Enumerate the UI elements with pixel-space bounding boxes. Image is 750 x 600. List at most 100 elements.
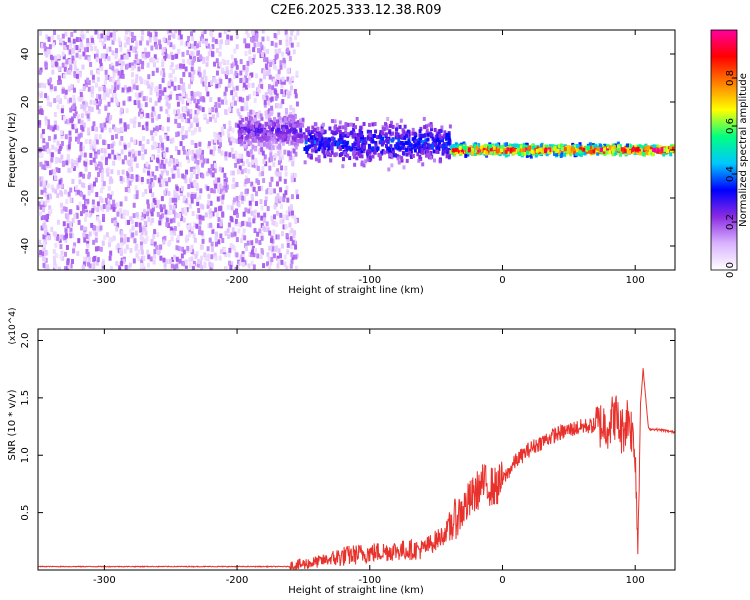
spectrogram-cell: [246, 240, 250, 246]
spectrogram-cell: [153, 30, 157, 33]
spectrogram-cell: [158, 135, 162, 141]
spectrogram-cell: [45, 52, 49, 58]
spectrogram-cell: [606, 144, 610, 149]
spectrogram-cell: [400, 156, 404, 161]
spectrogram-cell: [120, 54, 124, 60]
spectrogram-cell: [77, 238, 81, 244]
spectrogram-cell: [111, 65, 115, 71]
spectrogram-cell: [138, 59, 142, 65]
spectrogram-cell: [438, 128, 442, 133]
spectrogram-cell: [285, 210, 289, 216]
spectrogram-cell: [360, 133, 364, 138]
spectrogram-cell: [268, 182, 272, 188]
spectrogram-cell: [293, 142, 297, 147]
spectrogram-cell: [111, 135, 115, 141]
spectrogram-cell: [427, 123, 431, 128]
spectrogram-cell: [72, 113, 76, 119]
spectrogram-cell: [141, 125, 145, 131]
spectrogram-cell: [102, 95, 106, 101]
spectrogram-cell: [74, 136, 78, 142]
spectrogram-cell: [293, 137, 297, 142]
spectrogram-cell: [170, 62, 174, 68]
spectrogram-cell: [331, 142, 335, 147]
spectrogram-cell: [82, 183, 86, 189]
spectrogram-cell: [86, 43, 90, 49]
spectrogram-cell: [340, 137, 344, 142]
spectrogram-cell: [228, 137, 232, 143]
spectrogram-cell: [48, 235, 52, 241]
spectrogram-cell: [667, 148, 671, 153]
spectrogram-cell: [525, 150, 529, 155]
spectrogram-cell: [237, 221, 241, 227]
spectrogram-cell: [285, 125, 289, 130]
spectrogram-cell: [315, 137, 319, 142]
spectrogram-cell: [100, 53, 104, 59]
spectrogram-cell: [578, 149, 582, 154]
spectrogram-cell: [142, 225, 146, 231]
spectrogram-cell: [187, 127, 191, 133]
spectrogram-cell: [482, 147, 486, 152]
spectrogram-cell: [454, 145, 458, 150]
spectrogram-cell: [190, 50, 194, 56]
spectrogram-cell: [286, 90, 290, 96]
spectrogram-cell: [252, 252, 256, 258]
spectrogram-cell: [49, 54, 53, 60]
spectrogram-cell: [74, 111, 78, 117]
spectrogram-cell: [198, 141, 202, 147]
spectrogram-cell: [159, 163, 163, 169]
spectrogram-cell: [447, 131, 451, 136]
spectrogram-cell: [463, 146, 467, 151]
spectrogram-cell: [81, 64, 85, 70]
spectrogram-cell: [250, 210, 254, 216]
spectrogram-cell: [68, 97, 72, 103]
spectrogram-cell: [253, 163, 257, 169]
spectrogram-cell: [52, 137, 56, 143]
spectrogram-cell: [58, 145, 62, 151]
spectrogram-cell: [252, 264, 256, 270]
spectrogram-cell: [235, 212, 239, 218]
spectrogram-cell: [102, 92, 106, 98]
spectrogram-cell: [261, 150, 265, 156]
spectrogram-cell: [443, 149, 447, 154]
spectrogram-cell: [67, 144, 71, 150]
spectrogram-cell: [64, 228, 68, 234]
spectrogram-cell: [83, 231, 87, 237]
spectrogram-cell: [104, 35, 108, 41]
spectrogram-cell: [218, 82, 222, 88]
spectrogram-cell: [258, 88, 262, 94]
spectrogram-cell: [395, 127, 399, 132]
spectrogram-cell: [176, 101, 180, 107]
spectrogram-cell: [63, 266, 67, 270]
spectrogram-cell: [260, 248, 264, 254]
spectrogram-cell: [117, 127, 121, 133]
spectrogram-cell: [286, 237, 290, 243]
spectrogram-cell: [161, 213, 165, 219]
spectrogram-cell: [292, 111, 296, 117]
spectrogram-cell: [159, 214, 163, 220]
spectrogram-cell: [190, 229, 194, 235]
spectrogram-cell: [243, 181, 247, 187]
spectrogram-cell: [119, 73, 123, 79]
spectrogram-cell: [628, 150, 632, 155]
spectrogram-cell: [432, 149, 436, 154]
spectrogram-cell: [111, 218, 115, 224]
spectrogram-cell: [63, 189, 67, 195]
spectrogram-cell: [140, 215, 144, 221]
spectrogram-cell: [231, 170, 235, 176]
spectrogram-cell: [115, 260, 119, 266]
spectrogram-cell: [523, 152, 527, 157]
spectrogram-cell: [244, 207, 248, 213]
spectrogram-cell: [118, 140, 122, 146]
spectrogram-cell: [133, 116, 137, 122]
spectrogram-cell: [110, 169, 114, 175]
spectrogram-cell: [279, 139, 283, 144]
spectrogram-cell: [221, 130, 225, 136]
spectrogram-cell: [247, 134, 251, 139]
spectrogram-cell: [113, 217, 117, 223]
spectrogram-cell: [103, 235, 107, 241]
spectrogram-cell: [283, 178, 287, 184]
spectrogram-cell: [387, 167, 391, 172]
spectrogram-cell: [291, 136, 295, 141]
spectrogram-cell: [212, 188, 216, 194]
